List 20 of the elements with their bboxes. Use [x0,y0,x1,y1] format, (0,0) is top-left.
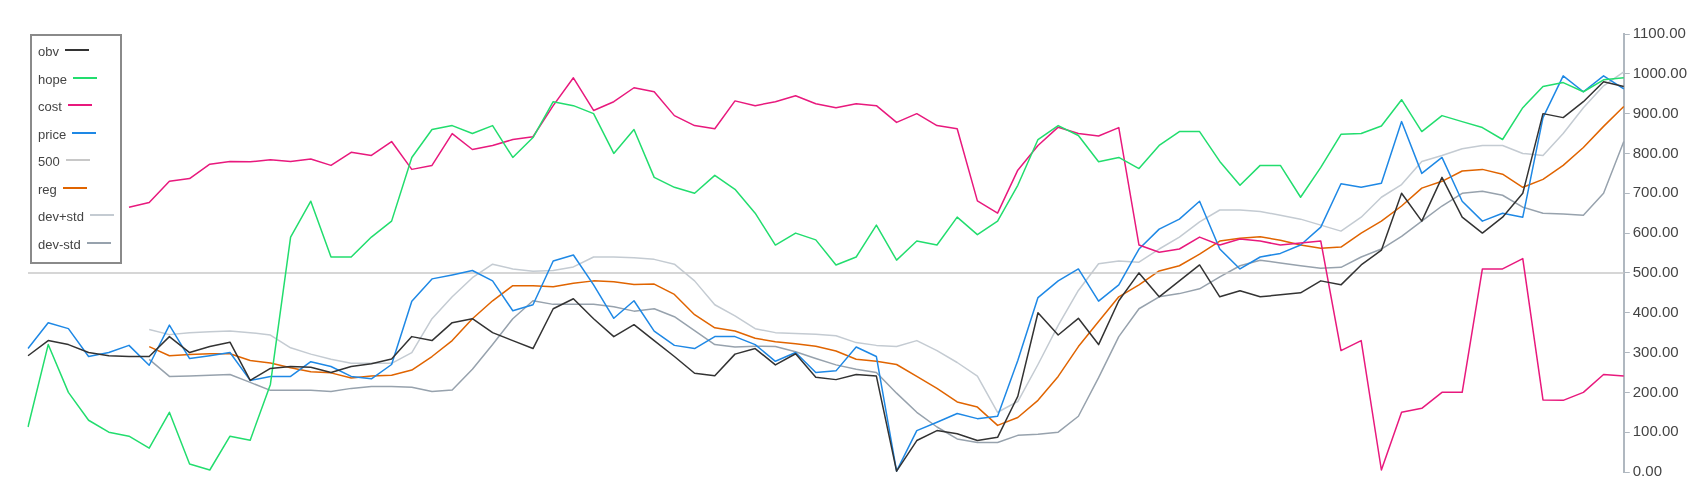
legend-label: cost [38,99,62,115]
y-tick-label: 100.00 [1632,422,1679,440]
legend-label: obv [38,44,59,60]
y-tick-label: 700.00 [1632,183,1679,201]
y-tick-label: 1100.00 [1632,24,1686,42]
legend-label: price [38,126,67,142]
legend-label: hope [38,71,67,87]
legend-label: reg [38,181,57,197]
y-tick-label: 200.00 [1632,382,1679,400]
y-tick-label: 400.00 [1632,302,1679,320]
legend-label: dev-std [38,236,81,252]
y-tick-label: 800.00 [1632,143,1679,161]
legend-label: 500 [38,154,60,170]
y-tick-label: 500.00 [1632,263,1679,281]
y-tick-label: 600.00 [1632,223,1679,241]
y-tick-label: 1000.00 [1632,63,1688,81]
legend-label: dev+std [38,209,84,225]
y-tick-label: 0.00 [1632,462,1662,480]
y-tick-label: 900.00 [1632,103,1679,121]
y-tick-label: 300.00 [1632,342,1679,360]
